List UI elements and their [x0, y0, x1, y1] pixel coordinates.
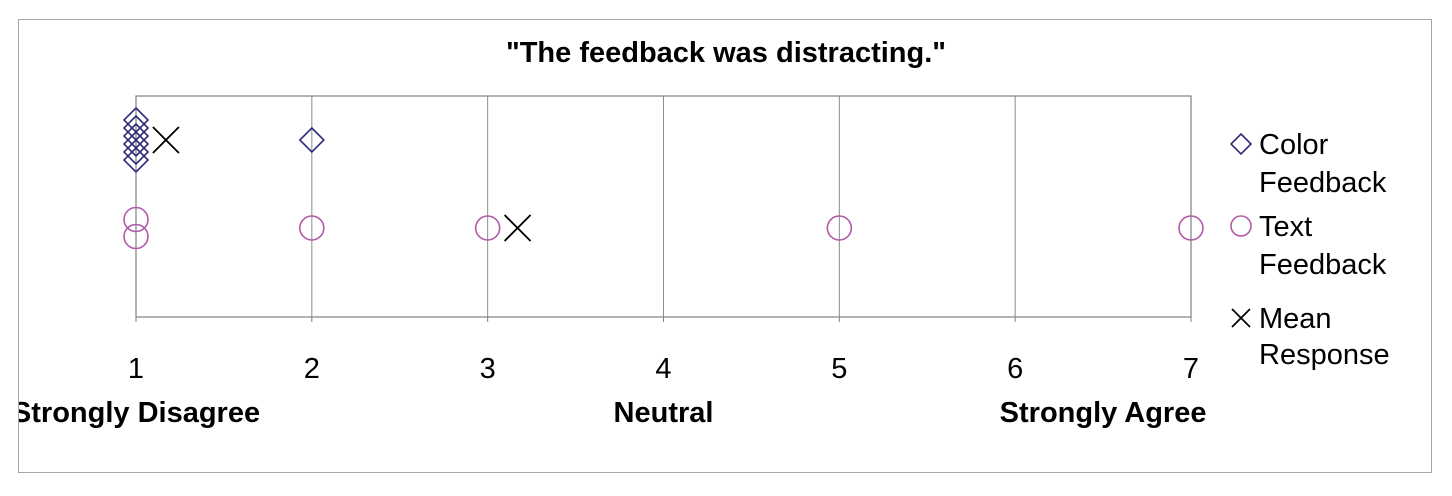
legend-mean-response: Mean Response — [1231, 303, 1390, 371]
text-feedback-point-2 — [123, 223, 149, 250]
color-feedback-point-6 — [122, 146, 150, 174]
legend-color-feedback: Color Feedback — [1229, 129, 1387, 199]
mean-response-marker-2 — [503, 214, 532, 242]
scale-anchor-strongly-disagree: Strongly Disagree — [19, 397, 260, 429]
color-feedback-point-5 — [122, 138, 150, 166]
scale-anchor-strongly-agree: Strongly Agree — [1000, 397, 1207, 429]
mean-response-marker-1 — [152, 126, 180, 154]
tick-label-7: 7 — [1183, 353, 1199, 385]
tick-label-5: 5 — [831, 353, 847, 385]
x-axis: 1 2 3 4 5 6 7 — [128, 317, 1199, 385]
scale-anchor-labels: Strongly Disagree Neutral Strongly Agree — [19, 397, 1206, 429]
tick-label-2: 2 — [304, 353, 320, 385]
legend-color-feedback-label: Color Feedback — [1259, 129, 1387, 199]
text-feedback-point-1 — [123, 206, 149, 233]
legend-text-feedback: Text Feedback — [1230, 211, 1387, 281]
color-feedback-point-7 — [298, 126, 325, 154]
legend-mean-response-symbol — [1231, 308, 1251, 328]
tick-label-6: 6 — [1007, 353, 1023, 385]
scale-anchor-neutral: Neutral — [614, 397, 714, 429]
tick-label-3: 3 — [480, 353, 496, 385]
legend-color-feedback-symbol — [1229, 132, 1253, 156]
tick-label-4: 4 — [655, 353, 671, 385]
legend-mean-response-label: Mean Response — [1259, 303, 1390, 371]
color-feedback-point-4 — [122, 130, 150, 158]
legend-text-feedback-label: Text Feedback — [1259, 211, 1387, 281]
data-marks — [122, 106, 1204, 250]
chart-title: "The feedback was distracting." — [506, 37, 946, 69]
text-feedback-point-6 — [1178, 215, 1204, 241]
text-feedback-point-4 — [474, 215, 501, 241]
text-feedback-point-5 — [826, 215, 853, 241]
legend: Color Feedback Text Feedback Mean Response — [1229, 129, 1390, 371]
text-feedback-point-3 — [299, 215, 325, 241]
legend-text-feedback-symbol — [1230, 215, 1252, 237]
tick-label-1: 1 — [128, 353, 144, 385]
gridlines — [311, 96, 1016, 317]
